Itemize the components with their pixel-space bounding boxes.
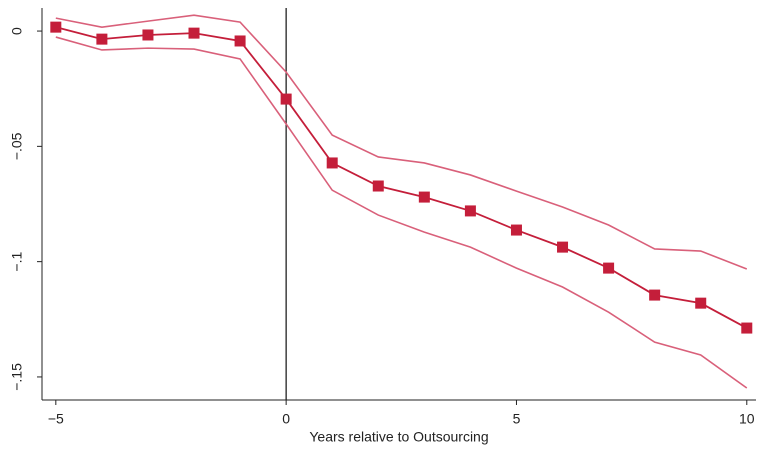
marker [464, 205, 476, 217]
marker [510, 224, 522, 236]
marker [695, 297, 707, 309]
marker [188, 27, 200, 39]
x-tick-label: 10 [739, 411, 755, 427]
marker [557, 241, 569, 253]
marker [649, 289, 661, 301]
x-axis-label: Years relative to Outsourcing [309, 429, 488, 445]
y-tick-label: −.05 [9, 132, 25, 160]
y-tick-label: −.1 [9, 252, 25, 272]
marker [741, 322, 753, 334]
x-tick-label: −5 [48, 411, 64, 427]
marker [50, 21, 62, 33]
marker [142, 29, 154, 41]
series-line [55, 26, 748, 329]
x-tick-label: 0 [282, 411, 290, 427]
marker [372, 180, 384, 192]
marker [326, 157, 338, 169]
series-line [55, 14, 748, 270]
y-tick-label: −.15 [9, 363, 25, 391]
y-tick-label: 0 [9, 27, 25, 35]
series-line [55, 36, 748, 389]
marker [280, 93, 292, 105]
marker [234, 35, 246, 47]
x-tick-label: 5 [513, 411, 521, 427]
marker [96, 33, 108, 45]
marker [603, 262, 615, 274]
marker [418, 191, 430, 203]
